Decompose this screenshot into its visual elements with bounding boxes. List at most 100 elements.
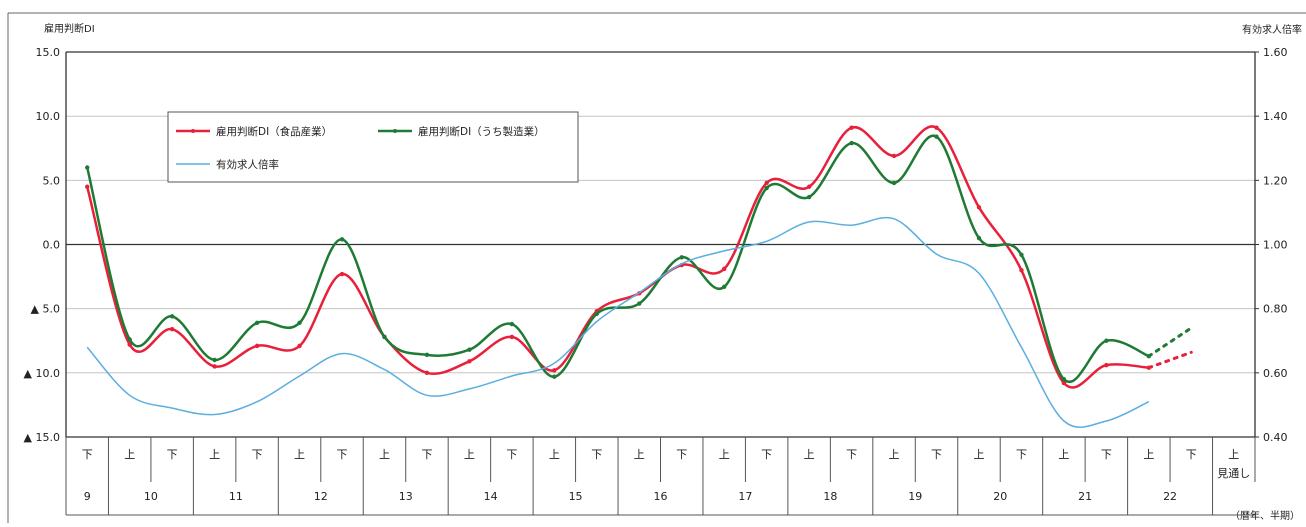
series-manufacturing-di-point bbox=[424, 352, 430, 358]
half-label: 上 bbox=[1058, 448, 1069, 461]
series-manufacturing-di-point bbox=[637, 301, 642, 306]
year-label: 12 bbox=[314, 490, 328, 503]
year-label: 11 bbox=[229, 490, 243, 503]
half-label: 下 bbox=[252, 448, 263, 461]
half-label: 上 bbox=[804, 448, 815, 461]
series-manufacturing-di-point bbox=[934, 134, 939, 139]
half-label: 上 bbox=[294, 448, 305, 461]
year-label: 18 bbox=[823, 490, 837, 503]
year-label: 21 bbox=[1078, 490, 1092, 503]
series-food-industry-di-point bbox=[127, 342, 132, 347]
series-manufacturing-di-point bbox=[509, 321, 515, 327]
year-label: 17 bbox=[738, 490, 752, 503]
left-tick-label: ▲ 10.0 bbox=[24, 367, 60, 380]
series-manufacturing-di-point bbox=[1019, 252, 1024, 257]
year-label: 10 bbox=[144, 490, 158, 503]
legend: 雇用判断DI（食品産業） 雇用判断DI（うち製造業） 有効求人倍率 bbox=[167, 111, 579, 183]
left-tick-label: 15.0 bbox=[36, 46, 61, 59]
half-label: 下 bbox=[1101, 448, 1112, 461]
half-label: 上 bbox=[464, 448, 475, 461]
series-food-industry-di-point bbox=[891, 153, 897, 159]
series-food-industry-di-point bbox=[85, 184, 90, 189]
series-food-industry-di-point bbox=[212, 364, 217, 369]
x-axis-label: （暦年、半期） bbox=[1230, 509, 1300, 522]
half-label: 上 bbox=[1143, 448, 1154, 461]
legend-box bbox=[167, 111, 579, 183]
series-manufacturing-di-point bbox=[212, 357, 217, 363]
half-label: 上 bbox=[889, 448, 900, 461]
half-label: 上 bbox=[549, 448, 560, 461]
series-food-industry-di-point bbox=[1061, 380, 1067, 386]
left-tick-label: ▲ 5.0 bbox=[31, 303, 60, 316]
series-manufacturing-di-point bbox=[169, 314, 175, 319]
left-tick-label: 0.0 bbox=[43, 239, 61, 252]
series-manufacturing-di-point bbox=[552, 374, 557, 379]
half-label: 下 bbox=[337, 448, 348, 461]
series-food-industry-di-point bbox=[467, 359, 472, 364]
forecast-label: 見通し bbox=[1217, 467, 1250, 480]
series-food-industry-di-point bbox=[552, 368, 557, 373]
right-tick-label: 1.40 bbox=[1263, 110, 1288, 123]
half-label: 下 bbox=[82, 448, 93, 461]
series-manufacturing-di-point bbox=[85, 165, 90, 170]
series-food-industry-di-point bbox=[764, 180, 769, 186]
half-label: 上 bbox=[209, 448, 220, 461]
left-tick-label: 5.0 bbox=[43, 174, 61, 187]
half-label: 上 bbox=[379, 448, 390, 461]
series-manufacturing-di-point bbox=[297, 320, 302, 325]
series-food-industry-di-point bbox=[721, 266, 727, 272]
series-manufacturing-di-point bbox=[1061, 377, 1067, 382]
half-label: 下 bbox=[846, 448, 857, 461]
series-manufacturing-di-point bbox=[382, 334, 387, 340]
right-tick-label: 0.60 bbox=[1263, 367, 1288, 380]
left-axis-title: 雇用判断DI bbox=[44, 22, 95, 35]
series-manufacturing-di-point bbox=[976, 235, 982, 241]
series-manufacturing-di-point bbox=[849, 140, 854, 146]
half-label: 上 bbox=[634, 448, 645, 461]
half-label: 下 bbox=[1016, 448, 1027, 461]
series-food-industry-di-point bbox=[339, 271, 345, 277]
half-label: 下 bbox=[1186, 448, 1197, 461]
half-label: 上 bbox=[973, 448, 984, 461]
year-label: 15 bbox=[569, 490, 583, 503]
series-manufacturing-di-point bbox=[1104, 338, 1109, 343]
half-label: 下 bbox=[761, 448, 772, 461]
legend-label-job-ratio: 有効求人倍率 bbox=[216, 158, 279, 171]
half-label: 下 bbox=[421, 448, 432, 461]
year-label: 22 bbox=[1163, 490, 1177, 503]
series-manufacturing-di-point bbox=[679, 255, 684, 260]
series-food-industry-di-point bbox=[424, 370, 430, 376]
legend-marker-manufacturing bbox=[393, 129, 397, 133]
legend-marker-food bbox=[191, 129, 195, 133]
year-label: 9 bbox=[84, 490, 91, 503]
series-manufacturing-di-point bbox=[467, 347, 472, 352]
series-manufacturing-di-point bbox=[721, 284, 727, 290]
series-manufacturing-di-point bbox=[891, 180, 897, 186]
series-food-industry-di-point bbox=[1019, 267, 1024, 273]
year-label: 20 bbox=[993, 490, 1007, 503]
right-tick-label: 1.00 bbox=[1263, 239, 1288, 252]
series-food-industry-di-forecast bbox=[1147, 350, 1193, 370]
right-axis-title: 有効求人倍率 bbox=[1242, 23, 1302, 36]
year-label: 19 bbox=[908, 490, 922, 503]
half-label: 下 bbox=[167, 448, 178, 461]
series-food-industry-di-point bbox=[297, 343, 302, 349]
left-tick-label: 10.0 bbox=[36, 110, 61, 123]
year-label: 13 bbox=[399, 490, 413, 503]
half-label: 下 bbox=[591, 448, 602, 461]
half-label: 下 bbox=[676, 448, 687, 461]
series-manufacturing-di-point bbox=[254, 320, 260, 325]
series-food-industry-di-point bbox=[976, 205, 982, 210]
series-manufacturing-di-point bbox=[594, 311, 600, 316]
series-food-industry-di-point bbox=[1104, 362, 1109, 368]
year-label: 16 bbox=[654, 490, 668, 503]
series-food-industry-di-point bbox=[806, 184, 812, 189]
left-tick-label: ▲ 15.0 bbox=[24, 431, 60, 444]
right-tick-label: 1.60 bbox=[1263, 46, 1288, 59]
legend-label-manufacturing: 雇用判断DI（うち製造業） bbox=[418, 125, 545, 138]
right-tick-label: 0.80 bbox=[1263, 303, 1288, 316]
series-manufacturing-di-point bbox=[764, 185, 769, 191]
half-label: 上 bbox=[1228, 448, 1239, 461]
